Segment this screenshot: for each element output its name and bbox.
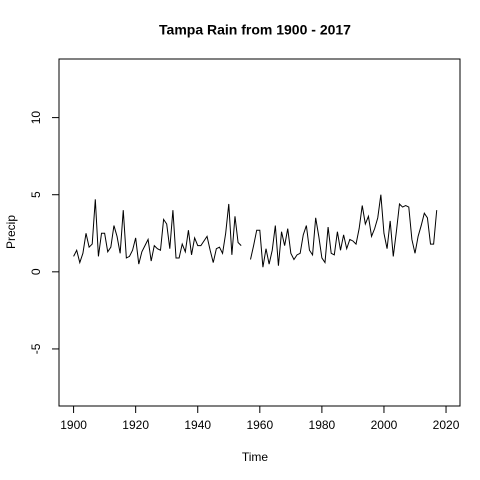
x-tick-label: 2000 — [371, 418, 398, 432]
x-tick-label: 1980 — [309, 418, 336, 432]
x-axis-label: Time — [242, 450, 269, 464]
y-tick-label: 5 — [29, 191, 43, 198]
x-tick-label: 1920 — [122, 418, 149, 432]
y-tick-label: 10 — [29, 111, 43, 125]
x-tick-label: 2020 — [433, 418, 460, 432]
x-tick-label: 1940 — [184, 418, 211, 432]
plot-box — [58, 58, 461, 407]
y-axis-label: Precip — [4, 215, 18, 249]
x-tick-label: 1960 — [246, 418, 273, 432]
x-tick-label: 1900 — [60, 418, 87, 432]
y-tick-label: -5 — [29, 343, 43, 354]
data-line — [73, 194, 438, 268]
chart-title: Tampa Rain from 1900 - 2017 — [159, 22, 351, 38]
y-tick-label: 0 — [29, 268, 43, 275]
